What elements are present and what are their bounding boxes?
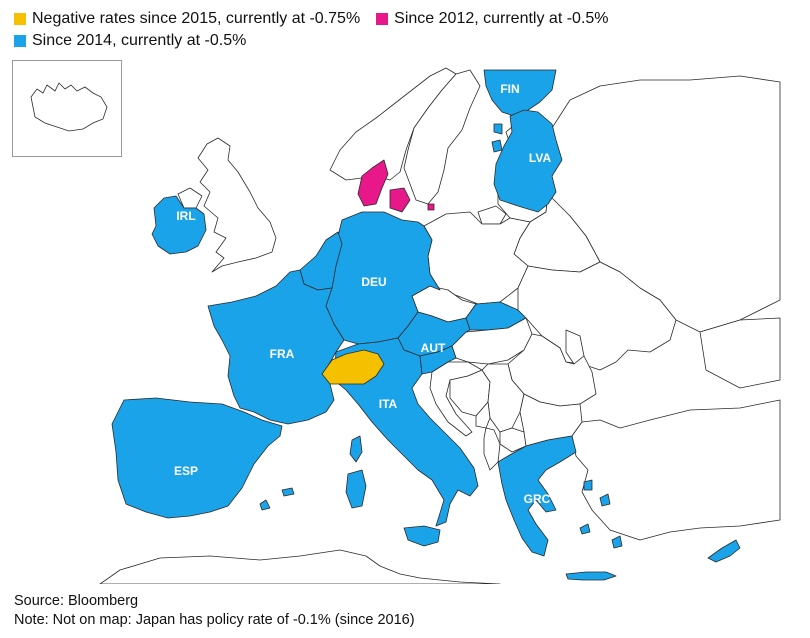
legend-row-1: Negative rates since 2015, currently at … — [14, 8, 804, 30]
country-kgd — [477, 205, 507, 225]
country-africa — [99, 549, 501, 584]
island-greek-3 — [579, 523, 591, 535]
legend-swatch-yellow — [14, 13, 26, 25]
country-gbr — [197, 137, 277, 273]
country-crete — [565, 571, 617, 581]
label-irl: IRL — [176, 209, 195, 223]
iceland-map — [30, 82, 108, 132]
label-grc: GRC — [524, 492, 551, 506]
source-text: Source: Bloomberg — [14, 593, 139, 609]
island-greek-1 — [583, 479, 593, 491]
country-dnk-bornholm — [427, 203, 435, 211]
country-geo — [699, 317, 781, 389]
country-nir — [177, 187, 203, 209]
country-grc — [497, 435, 577, 557]
legend-label-negative-2015: Negative rates since 2015, currently at … — [32, 10, 361, 27]
note-text: Note: Not on map: Japan has policy rate … — [14, 612, 415, 628]
island-baltic-2 — [491, 139, 503, 153]
island-balearic — [281, 487, 295, 497]
country-cyprus — [707, 539, 741, 563]
country-srb — [481, 363, 525, 433]
country-ukr — [517, 261, 677, 371]
legend: Negative rates since 2015, currently at … — [14, 8, 804, 52]
island-baltic-1 — [493, 123, 503, 135]
legend-label-since-2012: Since 2012, currently at -0.5% — [394, 10, 609, 27]
legend-item-since-2012: Since 2012, currently at -0.5% — [376, 9, 609, 29]
legend-item-negative-2015: Negative rates since 2015, currently at … — [14, 9, 360, 29]
country-fin — [483, 69, 557, 117]
footer: Source: Bloomberg Note: Not on map: Japa… — [14, 592, 415, 630]
country-corsica — [349, 435, 363, 463]
island-greek-2 — [599, 493, 611, 507]
label-esp: ESP — [174, 464, 198, 478]
europe-map: FIN LVA IRL DEU FRA AUT ITA ESP GRC — [99, 67, 781, 584]
country-alb — [483, 427, 501, 471]
country-sardinia — [345, 469, 367, 509]
country-sicily — [403, 525, 441, 547]
label-fin: FIN — [500, 82, 519, 96]
island-greek-4 — [611, 535, 623, 549]
legend-row-2: Since 2014, currently at -0.5% — [14, 30, 804, 52]
country-dnk — [357, 159, 389, 207]
country-ita — [333, 337, 479, 527]
country-irl — [151, 195, 207, 255]
country-che — [321, 349, 385, 385]
label-lva: LVA — [529, 151, 552, 165]
legend-swatch-blue — [14, 35, 26, 47]
country-slo — [419, 345, 457, 375]
country-mne — [475, 401, 491, 429]
label-ita: ITA — [379, 397, 398, 411]
country-tur — [571, 399, 781, 541]
label-aut: AUT — [421, 341, 446, 355]
country-hrv — [429, 361, 483, 437]
legend-label-since-2014: Since 2014, currently at -0.5% — [32, 32, 247, 49]
country-dnk-islands — [389, 187, 411, 213]
country-isl — [30, 82, 108, 132]
legend-swatch-magenta — [376, 13, 389, 25]
label-deu: DEU — [361, 275, 386, 289]
country-esp — [111, 397, 283, 519]
island-balearic-2 — [259, 499, 271, 511]
label-fra: FRA — [270, 347, 295, 361]
legend-item-since-2014: Since 2014, currently at -0.5% — [14, 31, 246, 51]
iceland-inset — [12, 60, 122, 157]
country-lva-region — [493, 109, 563, 213]
country-swe — [403, 69, 481, 205]
